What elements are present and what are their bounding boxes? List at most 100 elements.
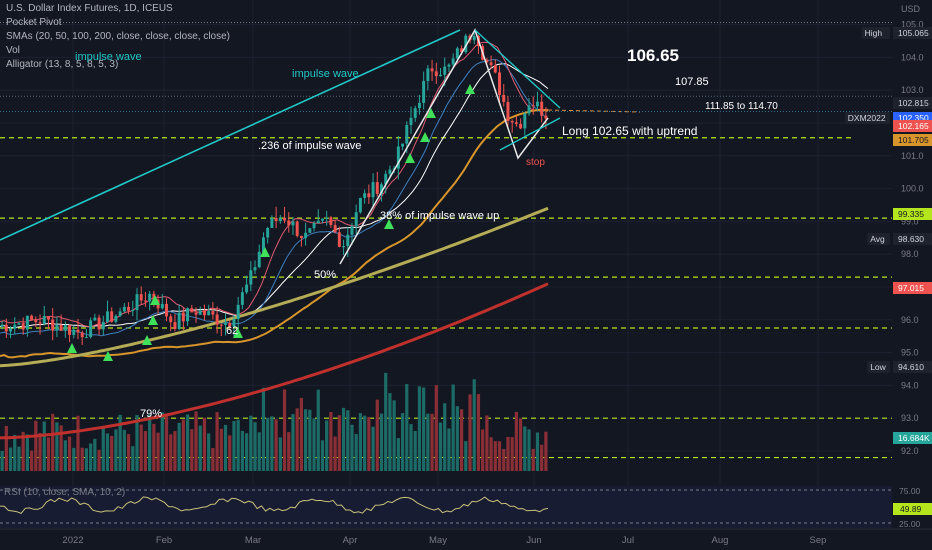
candle-body: [42, 316, 46, 324]
candle-body: [253, 267, 257, 271]
candle-body: [101, 321, 105, 330]
rsi-background: [0, 486, 892, 528]
volume-bar: [422, 387, 426, 471]
candle-body: [181, 312, 185, 322]
moving-averages: [0, 41, 549, 440]
volume-bar: [472, 379, 476, 471]
target-1-label: 106.65: [627, 46, 679, 65]
candle-body: [25, 315, 29, 330]
price-tick-label: 100.0: [901, 184, 924, 194]
candle-body: [371, 182, 375, 198]
price-tag-value: 102.165: [898, 121, 929, 131]
sma-100-line: [0, 206, 549, 368]
price-tag-value: 99.335: [898, 209, 924, 219]
candle-body: [177, 312, 181, 329]
volume-bar: [468, 394, 472, 471]
volume-bar: [215, 412, 219, 471]
volume-bar: [17, 446, 21, 471]
volume-bar: [316, 389, 320, 471]
candle-body: [190, 308, 194, 313]
volume-bar: [299, 397, 304, 471]
wedge-top-line: [474, 29, 561, 109]
volume-bar: [476, 394, 481, 471]
candle-body: [333, 224, 337, 233]
candle-body: [283, 217, 287, 221]
rsi-label: RSI (10, close, SMA, 10, 2): [4, 487, 125, 498]
indicator-alligator[interactable]: Alligator (13, 8, 5, 8, 5, 3): [6, 59, 119, 70]
volume-bar: [291, 414, 295, 471]
candle-body: [148, 293, 152, 302]
price-tag-bg: [893, 120, 932, 132]
price-tag-name: Avg: [870, 234, 885, 244]
candle-body: [502, 95, 506, 102]
candle-body: [127, 306, 131, 311]
candle-body: [485, 59, 489, 63]
indicator-vol[interactable]: Vol: [6, 45, 20, 56]
indicator-pocket-pivot[interactable]: Pocket Pivot: [6, 17, 62, 28]
long-entry-label: Long 102.65 with uptrend: [562, 124, 698, 138]
volume-bar: [198, 425, 202, 471]
candle-body: [0, 324, 4, 327]
rsi-tick-label: 25.00: [899, 519, 921, 529]
target-2-label: 107.85: [675, 76, 709, 88]
volume-bar: [156, 432, 160, 471]
candle-body: [274, 218, 278, 222]
impulse-trendline: [0, 29, 461, 241]
candle-body: [308, 228, 312, 233]
volume-bar: [261, 387, 266, 471]
pocket-pivot-marker: [67, 343, 77, 353]
volume-bar: [89, 443, 93, 471]
volume-bar: [489, 437, 493, 471]
indicator-smas[interactable]: SMAs (20, 50, 100, 200, close, close, cl…: [6, 31, 230, 42]
candle-body: [30, 315, 34, 320]
time-tick-label: May: [429, 535, 447, 546]
time-tick-label: Jun: [526, 535, 541, 546]
time-tick-label: Sep: [810, 535, 827, 546]
volume-bar: [523, 426, 527, 471]
candle-body: [413, 108, 417, 118]
volume-bar: [181, 419, 185, 471]
volume-bar: [514, 411, 518, 471]
volume-bar: [320, 440, 325, 471]
candle-body: [55, 325, 59, 331]
drawings: [0, 28, 561, 265]
candle-body: [447, 64, 451, 67]
price-tag-value: 101.705: [898, 135, 929, 145]
volume-bar: [367, 416, 371, 471]
candle-body: [114, 315, 118, 322]
candle-body: [430, 68, 434, 72]
volume-bar: [396, 438, 400, 471]
pocket-pivots: [67, 84, 475, 361]
volume-bar: [232, 420, 236, 471]
target-dashed-line: [547, 109, 641, 113]
volume-bar: [535, 432, 540, 471]
candle-body: [236, 304, 240, 320]
candle-body: [396, 146, 400, 169]
volume-bar: [346, 410, 350, 471]
candle-body: [278, 217, 282, 222]
candle-body: [194, 312, 198, 315]
volume-bar: [375, 399, 379, 471]
pocket-pivot-marker: [260, 247, 270, 257]
chart-title: U.S. Dollar Index Futures, 1D, ICEUS: [6, 3, 173, 14]
pocket-pivot-marker: [233, 328, 243, 338]
price-tag-value: 94.610: [898, 362, 924, 372]
volume-bar: [13, 434, 17, 471]
volume-bar: [287, 432, 291, 471]
volume-bar: [502, 448, 506, 471]
fib-62-label: 62: [226, 325, 239, 337]
candle-body: [80, 332, 84, 338]
volume-bar: [240, 430, 244, 471]
volume-bar: [190, 429, 194, 471]
price-tag-name-bg: [867, 361, 890, 373]
candle-body: [384, 173, 388, 185]
volume-bar: [55, 422, 59, 471]
sma-200-line: [0, 282, 549, 440]
volume-bar: [493, 441, 497, 471]
volume-bar: [38, 432, 42, 471]
price-tick-label: 104.0: [901, 52, 924, 62]
candle-body: [316, 220, 320, 224]
volume-bar: [51, 413, 55, 471]
